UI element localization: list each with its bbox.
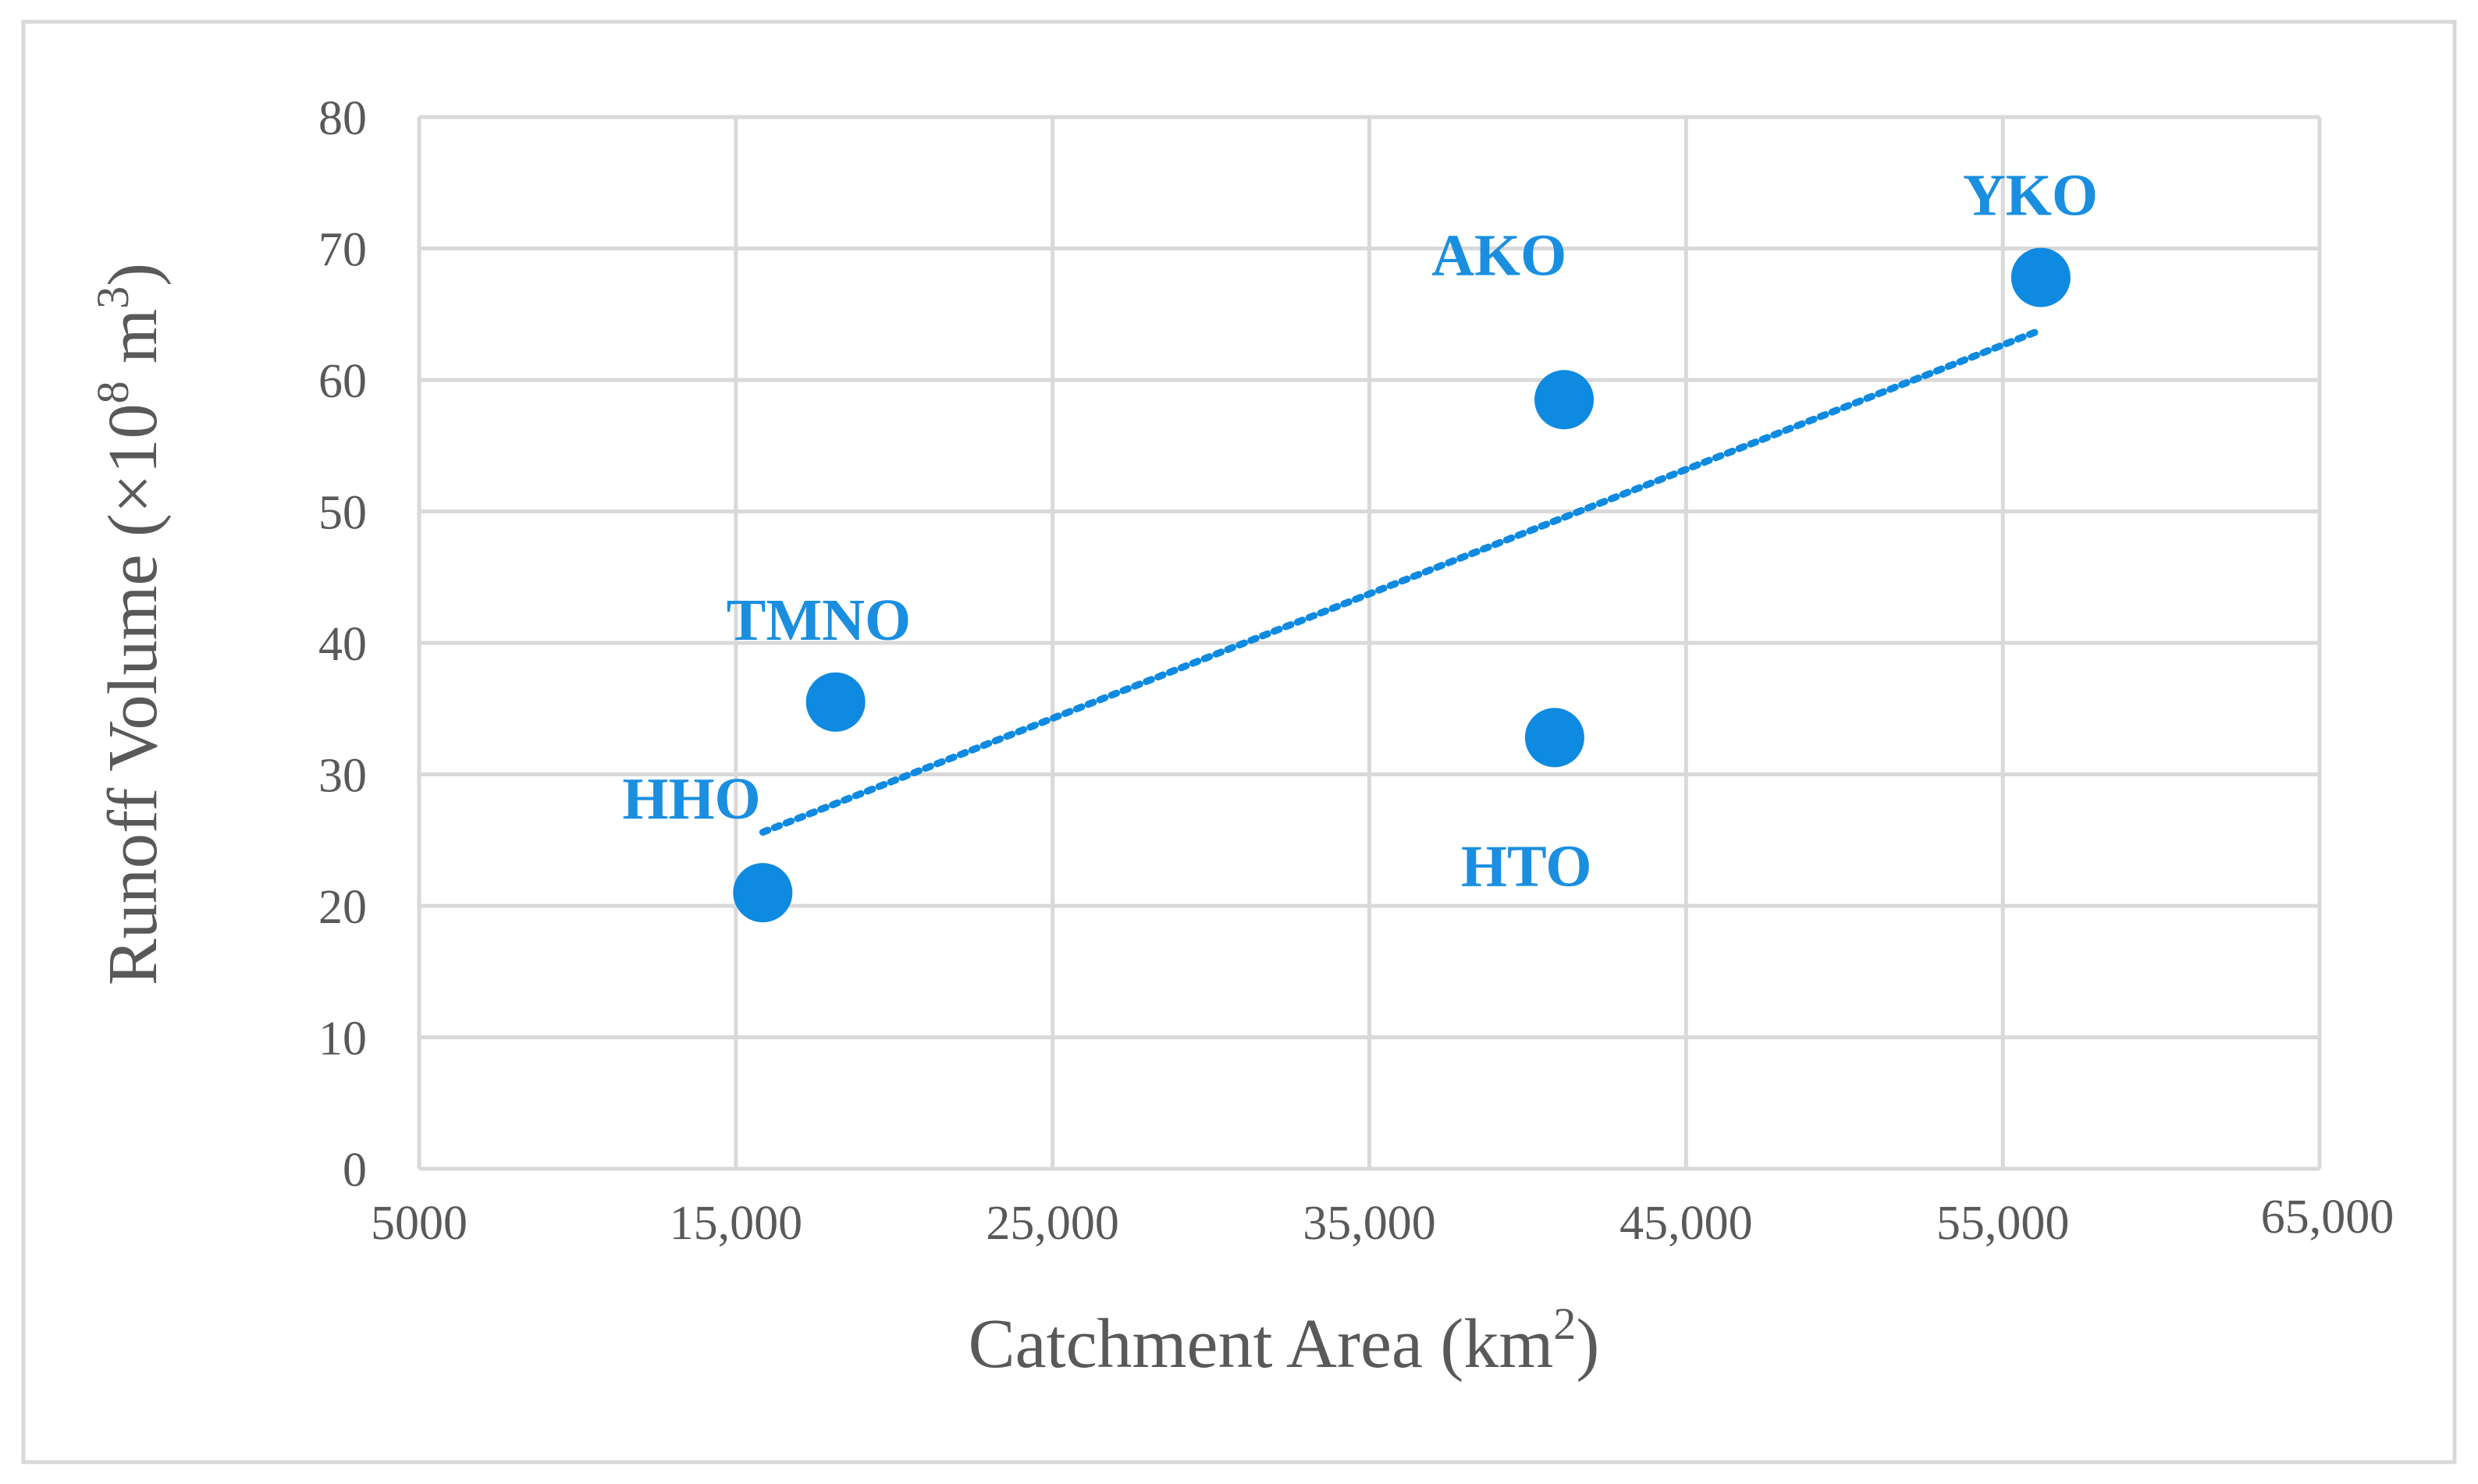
x-tick-label: 15,000 (670, 1197, 803, 1250)
gridlines (417, 115, 2322, 1171)
x-tick-label: 5000 (371, 1197, 468, 1250)
point-label-tmno: TMNO (727, 588, 911, 653)
trendline (759, 326, 2045, 836)
data-point-ako (1534, 370, 1595, 430)
y-tick-label: 10 (318, 1013, 367, 1066)
point-label-hho: HHO (622, 766, 760, 832)
data-point-hho (733, 863, 793, 923)
data-point-yko (2010, 247, 2071, 307)
trendline-group (759, 326, 2045, 836)
y-tick-label: 20 (318, 881, 367, 934)
x-tick-label: 35,000 (1303, 1197, 1436, 1250)
x-tick-label: 65,000 (2261, 1191, 2394, 1244)
x-tick-label: 55,000 (1936, 1197, 2070, 1250)
y-tick-label: 40 (318, 618, 367, 671)
point-labels: HHO TMNO HTO AKO YKO (622, 163, 2098, 900)
data-points (733, 247, 2071, 923)
x-axis-title: Catchment Area (km2) (969, 1298, 1600, 1383)
tick-labels: 0 10 20 30 40 50 60 70 80 5000 15,000 25,000 35,000 4… (318, 92, 2394, 1250)
point-label-ako: AKO (1431, 222, 1566, 288)
x-tick-label: 25,000 (986, 1197, 1119, 1250)
y-tick-label: 30 (318, 750, 367, 803)
y-tick-label: 0 (343, 1144, 367, 1197)
data-point-hto (1524, 708, 1584, 768)
x-tick-label: 45,000 (1619, 1197, 1753, 1250)
y-axis-title: Runoff Volume (×108 m3) (87, 263, 172, 985)
y-tick-label: 50 (318, 487, 367, 540)
y-tick-label: 60 (318, 355, 367, 408)
point-label-yko: YKO (1963, 163, 2098, 229)
y-tick-label: 80 (318, 92, 367, 145)
point-label-hto: HTO (1461, 833, 1592, 899)
data-point-tmno (805, 672, 866, 732)
y-tick-label: 70 (318, 224, 367, 277)
